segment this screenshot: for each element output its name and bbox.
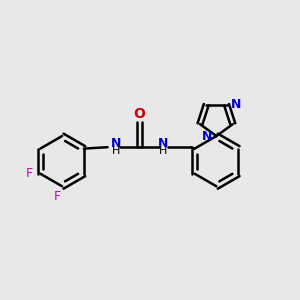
Text: N: N [231, 98, 242, 111]
Text: F: F [26, 167, 33, 180]
Text: N: N [158, 136, 169, 149]
Text: N: N [111, 136, 121, 149]
Text: F: F [53, 190, 61, 203]
Text: H: H [112, 146, 120, 156]
Text: O: O [134, 107, 146, 121]
Text: N: N [201, 130, 212, 142]
Text: H: H [159, 146, 168, 156]
